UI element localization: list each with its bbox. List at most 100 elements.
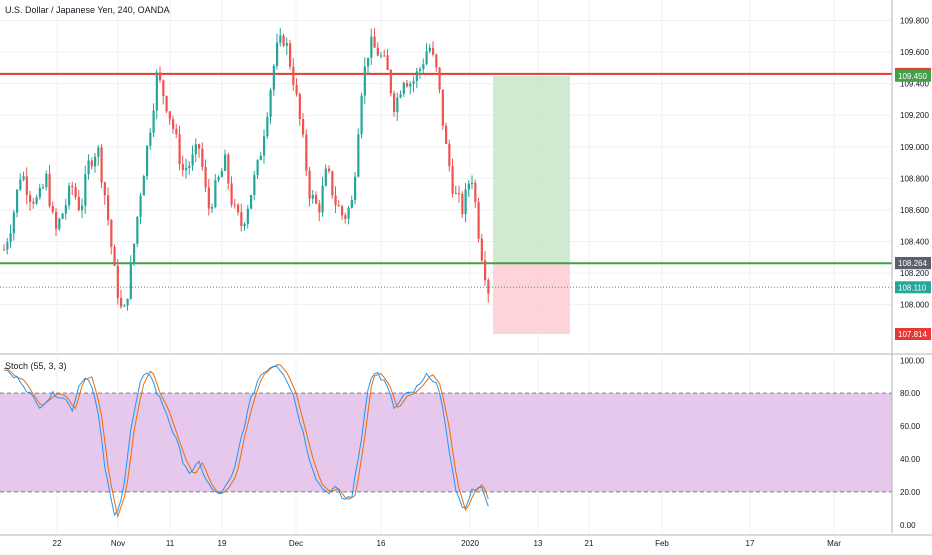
target-zone[interactable] [493, 75, 570, 263]
time-tick-label: 13 [534, 539, 543, 548]
price-tick-label: 108.000 [900, 301, 929, 310]
candle [389, 69, 392, 94]
candle [263, 136, 266, 156]
target-price-label: 109.450 [898, 72, 927, 81]
candle [399, 93, 402, 98]
candle [321, 185, 324, 213]
stoch-band [0, 393, 892, 492]
candle [445, 125, 448, 144]
candle [480, 238, 483, 261]
candle [454, 193, 457, 195]
candle [484, 260, 487, 281]
candle [162, 80, 165, 97]
price-tick-label: 108.400 [900, 238, 929, 247]
candle [425, 51, 428, 65]
candle [129, 263, 132, 299]
candle [168, 111, 171, 120]
time-tick-label: 16 [377, 539, 386, 548]
candle [250, 195, 253, 209]
stop-zone[interactable] [493, 262, 570, 335]
candle [298, 94, 301, 120]
last-price-label: 108.110 [898, 283, 927, 292]
candle [441, 89, 444, 126]
candle [90, 160, 93, 167]
candle [136, 216, 139, 244]
candle [220, 170, 223, 178]
candle [6, 242, 9, 250]
candle [363, 66, 366, 96]
candle [133, 243, 136, 264]
candle [464, 189, 467, 215]
candle [477, 202, 480, 239]
candle [16, 189, 19, 213]
candle [292, 66, 295, 85]
candle [84, 174, 87, 206]
chart-title: U.S. Dollar / Japanese Yen, 240, OANDA [5, 5, 170, 15]
candle [152, 110, 155, 133]
candle [55, 211, 58, 229]
price-tick-label: 108.200 [900, 269, 929, 278]
candle [279, 35, 282, 43]
candle [181, 164, 184, 171]
stoch-tick-label: 40.00 [900, 455, 921, 464]
candle [467, 183, 470, 190]
candle [350, 200, 353, 208]
stoch-tick-label: 0.00 [900, 521, 916, 530]
candle [344, 215, 347, 219]
candle [295, 84, 298, 95]
candle [38, 187, 41, 198]
candle [185, 167, 188, 171]
candle [315, 194, 318, 204]
candle [48, 173, 51, 206]
candle [188, 165, 191, 168]
candle [204, 166, 207, 188]
candle [302, 119, 305, 135]
candle [396, 97, 399, 113]
candle [120, 298, 123, 307]
candle [243, 223, 246, 227]
candle [422, 64, 425, 70]
candle [97, 147, 100, 157]
candle [155, 72, 158, 111]
candle [123, 305, 126, 307]
candle [461, 194, 464, 215]
time-tick-label: 19 [218, 539, 227, 548]
stoch-tick-label: 100.00 [900, 356, 925, 365]
candle [214, 180, 217, 207]
candle [32, 201, 35, 204]
candle [360, 95, 363, 135]
candle [61, 213, 64, 219]
candle [116, 265, 119, 299]
candle [22, 176, 25, 180]
candle [376, 47, 379, 56]
candle [77, 197, 80, 211]
price-tick-label: 109.600 [900, 48, 929, 57]
candle [432, 47, 435, 55]
price-tick-label: 108.600 [900, 206, 929, 215]
candle [474, 182, 477, 203]
candle [142, 176, 145, 196]
candle [311, 194, 314, 199]
candle [266, 117, 269, 137]
last-price-label-bg [895, 281, 931, 294]
candle [259, 155, 262, 161]
candle [217, 177, 220, 181]
candle [246, 208, 249, 224]
position-zones[interactable] [493, 75, 570, 335]
candle [237, 204, 240, 213]
candle [409, 83, 412, 87]
candle [373, 36, 376, 48]
candle [328, 168, 331, 172]
candle [438, 67, 441, 90]
candle [415, 71, 418, 82]
candle [12, 212, 15, 234]
candle [172, 119, 175, 129]
candle [227, 154, 230, 184]
price-tick-label: 109.400 [900, 80, 929, 89]
candle [367, 57, 370, 67]
stoch-pane [0, 364, 892, 519]
time-tick-label: Dec [289, 539, 303, 548]
candle [103, 182, 106, 196]
horizontal-levels[interactable] [0, 72, 892, 288]
